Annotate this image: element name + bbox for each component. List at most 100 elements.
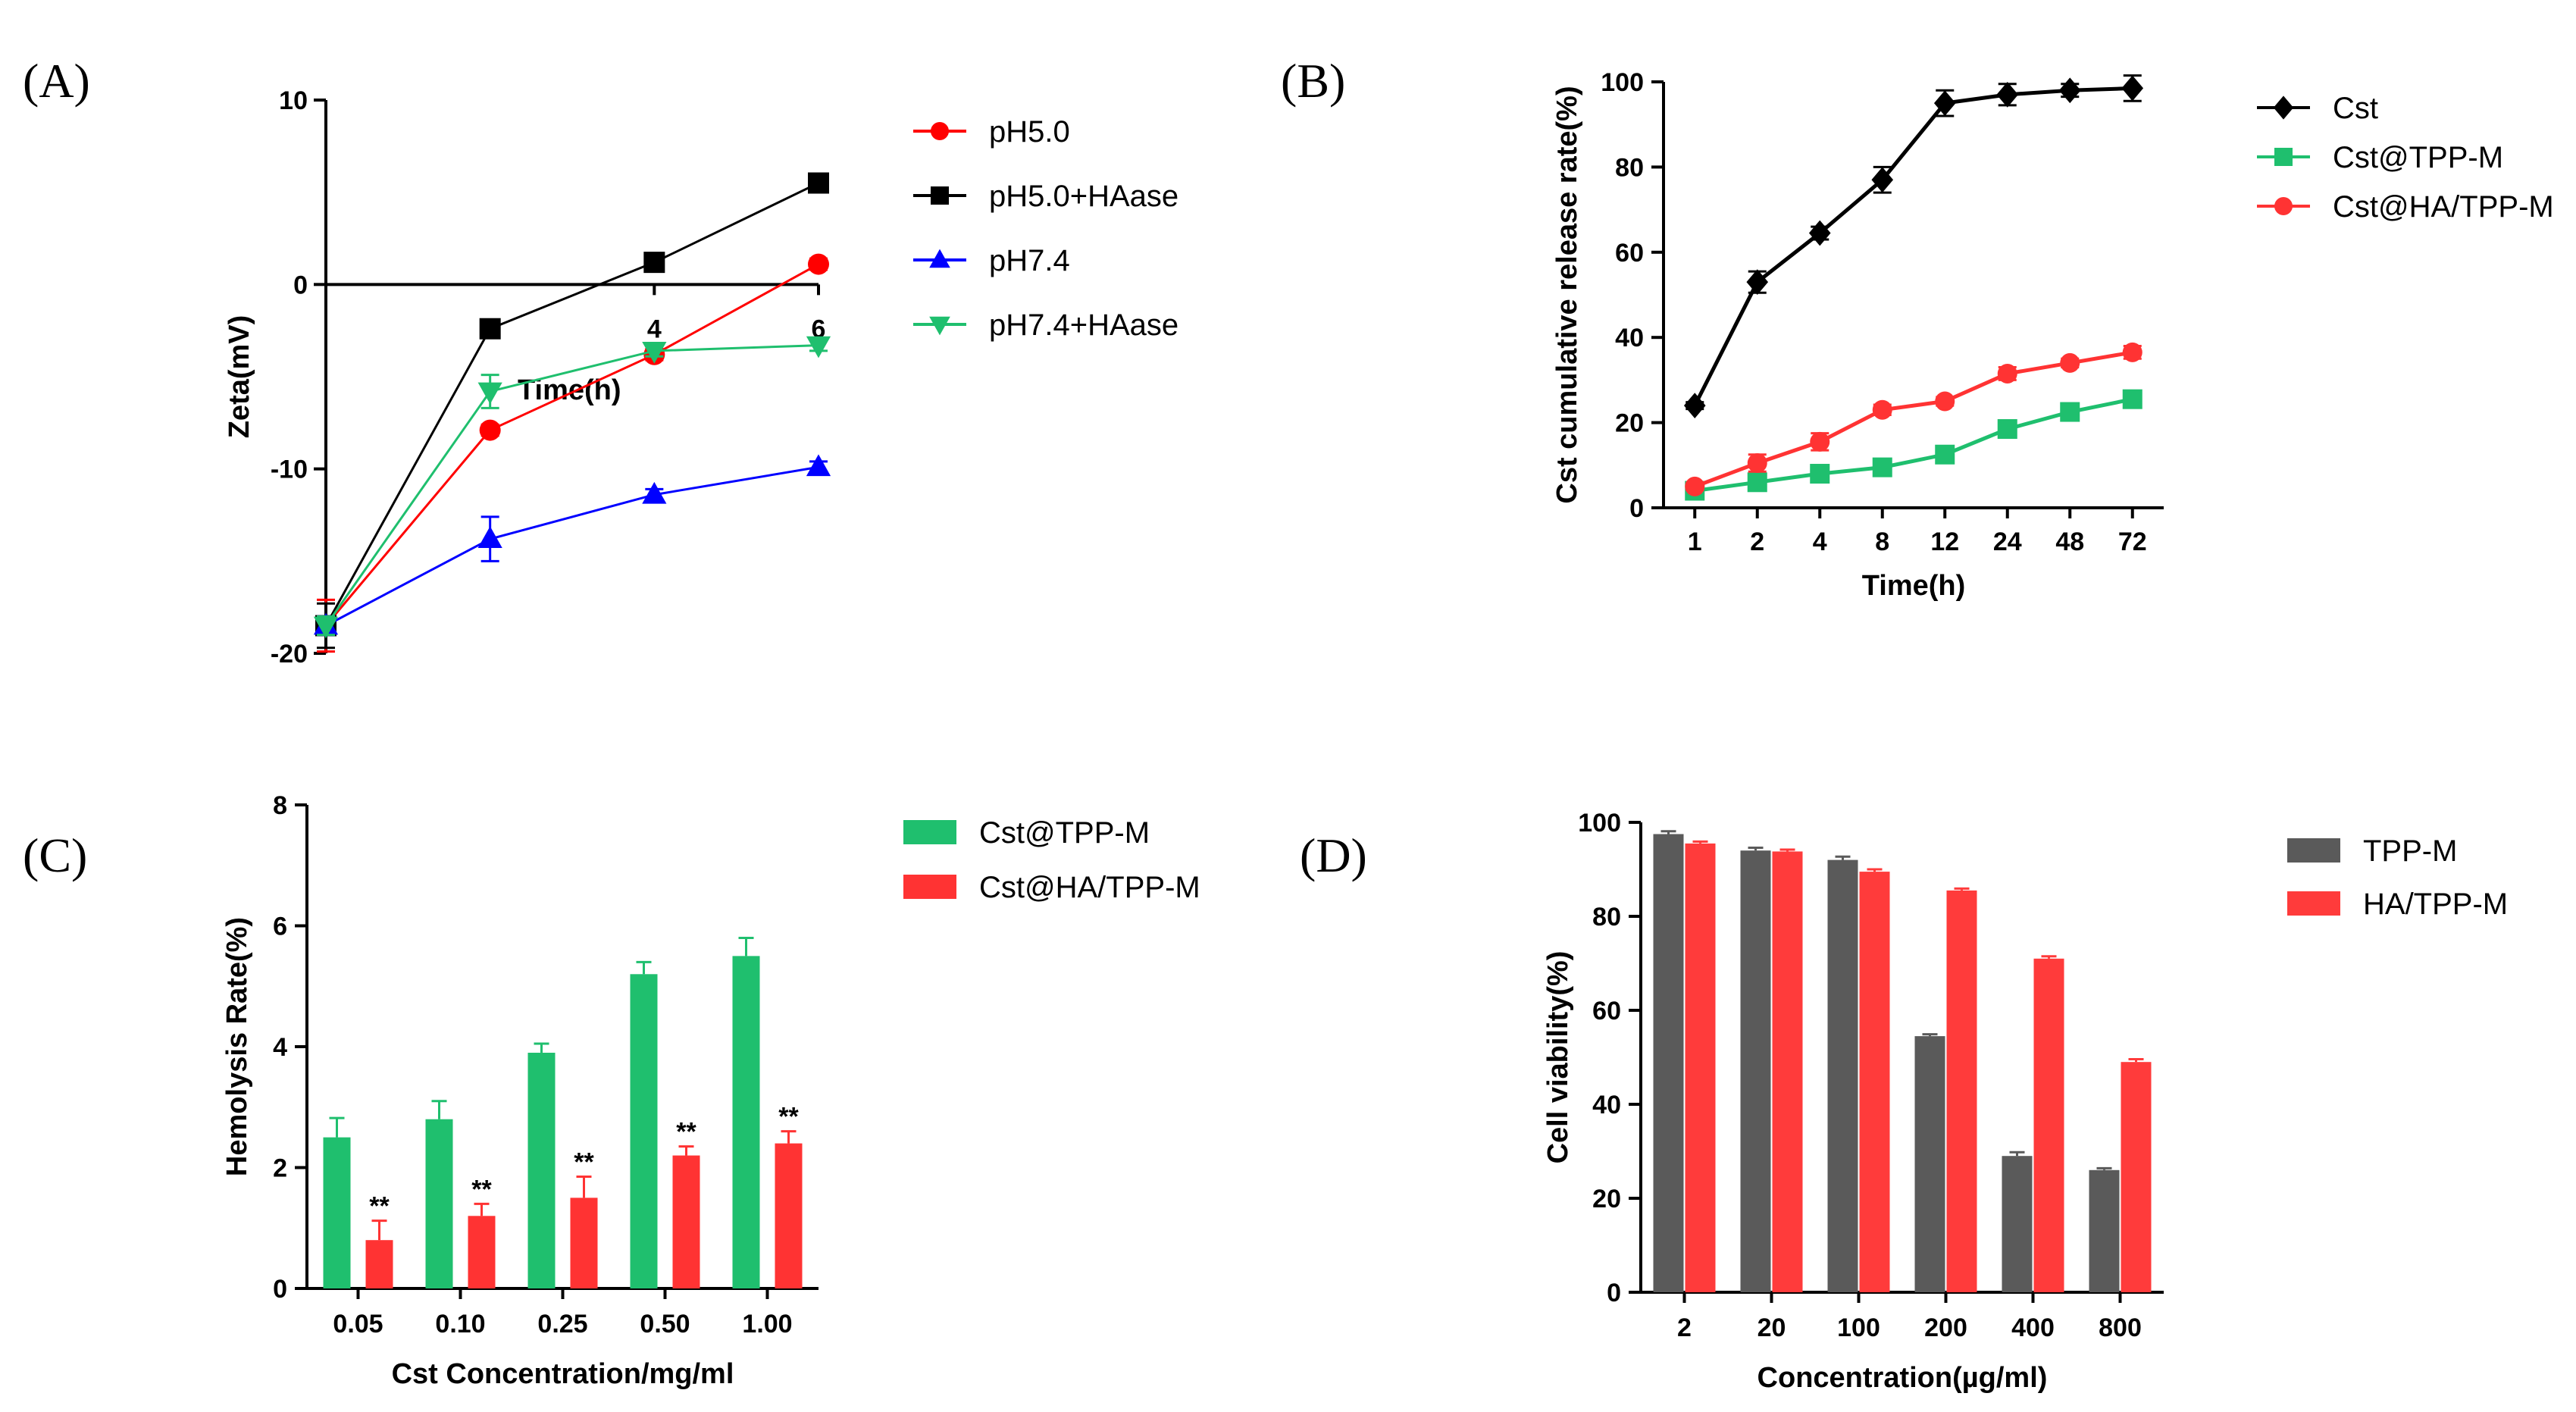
x-tick-label: 400 — [2011, 1313, 2055, 1342]
data-point — [1871, 167, 1894, 193]
series-line — [1694, 397, 2133, 493]
x-tick-label: 0.25 — [537, 1310, 587, 1338]
y-tick-label: -10 — [271, 456, 308, 484]
x-tick-label: 2 — [1750, 528, 1764, 556]
x-tick-label: 48 — [2055, 528, 2084, 556]
y-tick-label: 6 — [273, 913, 287, 941]
data-point — [1747, 472, 1767, 493]
y-tick-label: 100 — [1578, 809, 1621, 837]
legend-swatch — [903, 875, 956, 899]
series-line — [324, 263, 819, 627]
bar — [2089, 1169, 2120, 1292]
legend-marker — [929, 316, 950, 336]
bar — [323, 1137, 351, 1288]
data-point — [2121, 75, 2144, 102]
bar — [1946, 890, 1977, 1292]
panel-label-a: (A) — [23, 54, 90, 108]
legend-label: Cst@HA/TPP-M — [2333, 190, 2554, 224]
x-tick-label: 4 — [647, 315, 662, 343]
y-tick-label: 0 — [293, 271, 308, 299]
panel-label-c: (C) — [23, 828, 87, 882]
data-point — [1685, 476, 1705, 496]
data-point — [806, 454, 831, 477]
legend-marker — [931, 186, 949, 205]
legend-label: pH7.4+HAase — [989, 308, 1178, 342]
data-point — [1933, 90, 1956, 116]
bar — [1859, 872, 1890, 1292]
data-point — [2060, 402, 2080, 422]
x-tick-label: 1.00 — [742, 1310, 792, 1338]
bar — [672, 1155, 700, 1288]
bar — [775, 1143, 803, 1288]
y-axis-title: Hemolysis Rate(%) — [221, 917, 253, 1176]
data-point — [477, 382, 502, 405]
chart-a-zeta: 100-10-204 6Time(h)Zeta(mV)pH5.0pH5.0+HAa… — [224, 86, 1178, 668]
data-point — [1935, 391, 1955, 412]
data-point — [808, 253, 829, 275]
legend-swatch — [2287, 891, 2340, 916]
y-tick-label: 80 — [1615, 153, 1644, 182]
bar — [468, 1216, 496, 1288]
x-tick-label: 20 — [1758, 1313, 1786, 1342]
panel-label-d: (D) — [1300, 828, 1367, 882]
legend-label: Cst@TPP-M — [979, 816, 1150, 850]
bar — [2121, 1062, 2152, 1292]
x-tick-label: 200 — [1924, 1313, 1967, 1342]
y-tick-label: 4 — [273, 1033, 287, 1062]
y-tick-label: 40 — [1592, 1091, 1621, 1119]
legend-label: Cst@TPP-M — [2333, 141, 2503, 174]
significance-mark: ** — [369, 1192, 390, 1221]
y-tick-label: 60 — [1592, 997, 1621, 1025]
y-tick-label: 20 — [1592, 1185, 1621, 1213]
x-tick-label: 12 — [1930, 528, 1959, 556]
legend-swatch — [903, 820, 956, 844]
x-axis-title: Concentration(µg/ml) — [1758, 1362, 2048, 1394]
data-point — [2122, 389, 2142, 409]
x-tick-label: 72 — [2118, 528, 2147, 556]
data-point — [1997, 363, 2017, 384]
legend-label: pH7.4 — [989, 244, 1070, 277]
data-point — [806, 336, 831, 358]
data-point — [1808, 220, 1831, 246]
significance-mark: ** — [574, 1147, 594, 1176]
bar — [2033, 958, 2064, 1292]
series-line — [1694, 350, 2133, 489]
legend-label: pH5.0 — [989, 115, 1070, 149]
bar — [732, 956, 760, 1288]
bar — [1653, 834, 1684, 1292]
bar — [1685, 843, 1716, 1292]
bar — [425, 1119, 453, 1288]
y-tick-label: 0 — [273, 1275, 287, 1304]
y-tick-label: 0 — [1629, 494, 1644, 523]
bar — [527, 1052, 556, 1288]
legend-label: pH5.0+HAase — [989, 180, 1178, 213]
bar — [570, 1198, 598, 1288]
data-point — [642, 342, 667, 364]
bar — [2002, 1156, 2033, 1292]
data-point — [642, 481, 667, 504]
series-line — [324, 344, 819, 627]
chart-c-hemolysis: 0 2 4 6 8 0.05 0.10 0.25 0.50 1.00 Cst Concentrati… — [221, 791, 1200, 1390]
bar — [1772, 851, 1803, 1292]
legend-label: HA/TPP-M — [2363, 888, 2508, 921]
legend-label: Cst@HA/TPP-M — [979, 871, 1200, 904]
x-tick-label: 0.05 — [333, 1310, 383, 1338]
legend-marker — [2274, 148, 2293, 166]
data-point — [1810, 431, 1830, 452]
x-tick-label: 2 — [1677, 1313, 1692, 1342]
bar — [630, 974, 658, 1288]
data-point — [479, 318, 501, 340]
x-tick-label: 1 — [1688, 528, 1702, 556]
series-line — [325, 465, 819, 627]
x-tick-label: 0.10 — [435, 1310, 485, 1338]
y-tick-label: 20 — [1615, 409, 1644, 438]
data-point — [1747, 452, 1767, 473]
data-point — [643, 252, 665, 274]
y-tick-label: 0 — [1607, 1279, 1621, 1307]
x-tick-label: 8 — [1875, 528, 1889, 556]
data-point — [1935, 444, 1955, 465]
bar — [1740, 850, 1771, 1292]
legend-label: TPP-M — [2363, 834, 2457, 868]
x-tick-label: 800 — [2099, 1313, 2142, 1342]
